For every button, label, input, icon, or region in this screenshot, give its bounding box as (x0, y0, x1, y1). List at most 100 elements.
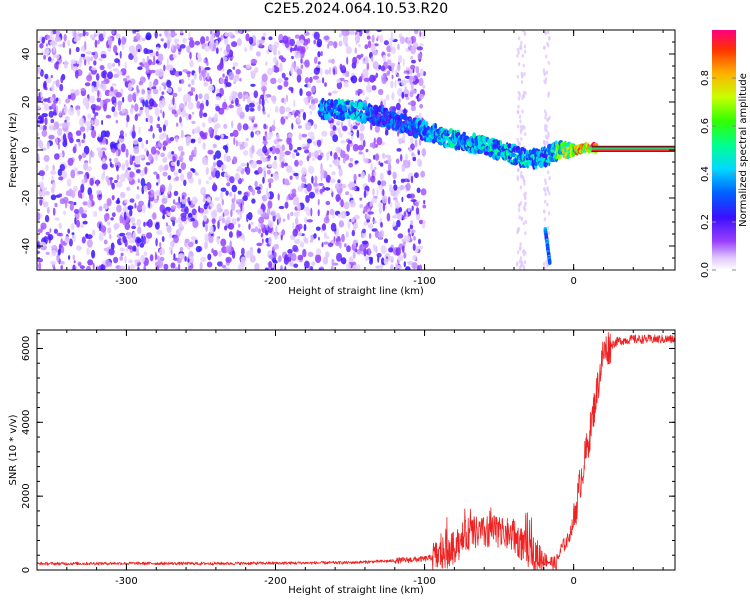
noise-blob (133, 162, 136, 166)
noise-blob (364, 185, 370, 193)
noise-blob (546, 135, 549, 140)
noise-blob (405, 96, 410, 101)
noise-blob (284, 97, 287, 105)
noise-blob (373, 166, 377, 171)
noise-blob (159, 248, 166, 255)
noise-blob (366, 216, 371, 220)
noise-blob (149, 189, 155, 198)
noise-blob (231, 184, 238, 193)
noise-blob (547, 60, 550, 65)
noise-blob (37, 153, 40, 163)
noise-blob (405, 80, 410, 84)
noise-blob (409, 148, 412, 153)
noise-blob (73, 37, 79, 43)
noise-blob (317, 236, 321, 241)
noise-blob (396, 212, 403, 221)
noise-blob (294, 112, 297, 118)
noise-blob (187, 101, 194, 110)
noise-blob (420, 170, 426, 178)
noise-blob (68, 107, 75, 116)
noise-blob (296, 117, 301, 123)
noise-blob (130, 217, 136, 223)
noise-blob (48, 134, 55, 140)
noise-blob (37, 120, 43, 124)
noise-blob (366, 62, 370, 71)
noise-blob (126, 75, 130, 79)
noise-blob (233, 91, 238, 96)
noise-blob (124, 171, 130, 178)
noise-blob (307, 81, 312, 89)
noise-blob (297, 146, 302, 151)
noise-blob (323, 241, 329, 245)
noise-blob (113, 223, 120, 229)
noise-blob (72, 146, 77, 154)
noise-blob (358, 173, 362, 177)
ridge-point (375, 106, 378, 113)
noise-blob (111, 83, 117, 87)
noise-blob (196, 101, 201, 109)
noise-blob (330, 222, 337, 232)
noise-blob (232, 95, 235, 100)
noise-blob (103, 103, 107, 112)
noise-blob (176, 159, 180, 167)
noise-blob (90, 56, 93, 62)
noise-blob (141, 142, 144, 149)
noise-blob (131, 130, 136, 139)
noise-blob (519, 242, 522, 247)
noise-blob (363, 247, 367, 257)
noise-blob (43, 54, 47, 60)
noise-blob (170, 32, 178, 37)
noise-blob (274, 105, 279, 113)
noise-blob (403, 261, 406, 268)
noise-blob (342, 157, 346, 164)
noise-blob (340, 184, 347, 189)
noise-blob (134, 103, 139, 112)
noise-blob (266, 100, 269, 104)
noise-blob (405, 266, 411, 270)
noise-blob (180, 162, 187, 171)
noise-blob (188, 113, 192, 120)
noise-blob (190, 236, 196, 241)
noise-blob (393, 179, 396, 185)
noise-blob (348, 30, 356, 36)
noise-blob (266, 188, 268, 195)
noise-blob (284, 182, 291, 186)
noise-blob (236, 217, 240, 222)
noise-blob (289, 261, 294, 267)
noise-blob (45, 49, 50, 55)
noise-blob (263, 123, 267, 130)
noise-blob (297, 254, 304, 261)
noise-blob (155, 190, 161, 198)
noise-blob (238, 141, 241, 147)
noise-blob (206, 196, 211, 203)
noise-blob (102, 138, 106, 145)
noise-blob (115, 149, 119, 157)
noise-blob (60, 246, 65, 254)
noise-blob (308, 96, 314, 100)
noise-blob (298, 132, 302, 141)
noise-blob (371, 34, 375, 43)
noise-blob (264, 95, 268, 102)
noise-blob (135, 194, 140, 200)
noise-blob (300, 58, 303, 64)
noise-blob (189, 51, 192, 60)
noise-blob (129, 154, 133, 163)
noise-blob (248, 102, 255, 108)
noise-blob (242, 195, 248, 202)
noise-blob (317, 61, 321, 65)
noise-blob (115, 120, 119, 124)
noise-blob (156, 195, 159, 201)
noise-blob (280, 151, 285, 159)
noise-blob (394, 69, 398, 76)
noise-blob (257, 208, 263, 215)
noise-blob (397, 233, 404, 239)
noise-blob (171, 43, 174, 51)
ridge-point (478, 149, 484, 154)
noise-blob (221, 164, 227, 170)
noise-blob (419, 103, 424, 109)
noise-blob (239, 211, 242, 220)
colorbar-tick-label: 0.8 (700, 70, 711, 86)
noise-blob (149, 254, 154, 262)
noise-blob (286, 136, 292, 145)
